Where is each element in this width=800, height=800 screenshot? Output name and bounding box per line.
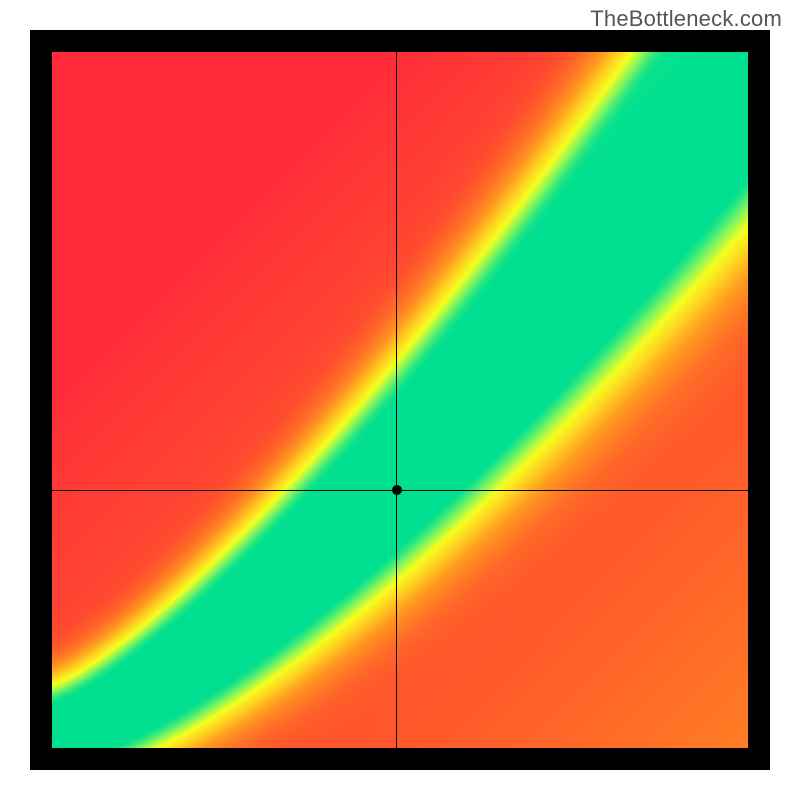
plot-frame [30, 30, 770, 770]
target-point-marker [392, 485, 402, 495]
watermark-text: TheBottleneck.com [590, 6, 782, 32]
bottleneck-heatmap [52, 52, 748, 748]
crosshair-vertical [396, 52, 397, 748]
